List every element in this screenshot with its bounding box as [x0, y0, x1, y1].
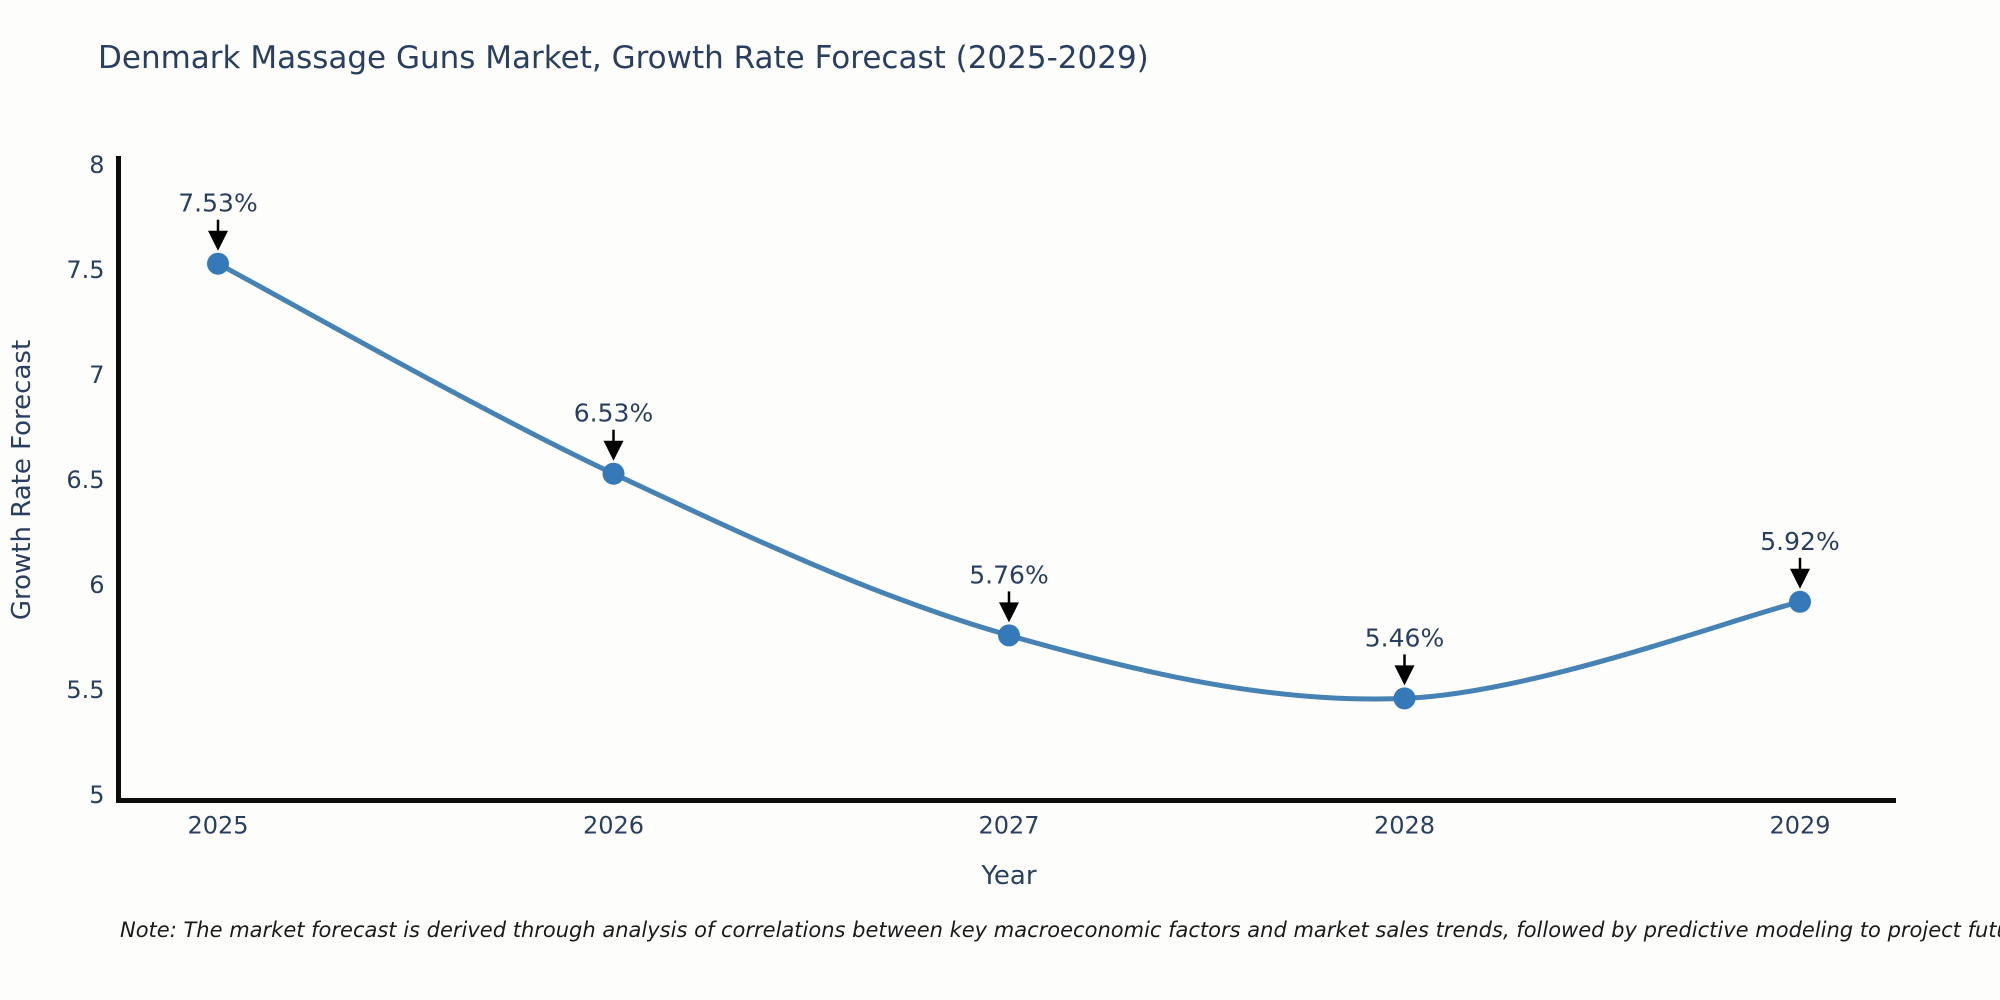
y-tick-label: 8	[89, 151, 104, 179]
y-tick-label: 5	[89, 781, 104, 809]
y-tick-label: 5.5	[66, 676, 104, 704]
annotation-label: 7.53%	[178, 189, 257, 218]
footnote: Note: The market forecast is derived thr…	[120, 918, 2000, 942]
chart-title: Denmark Massage Guns Market, Growth Rate…	[98, 40, 1149, 76]
y-tick-label: 6	[89, 571, 104, 599]
annotation-label: 5.92%	[1760, 527, 1839, 556]
x-tick-label: 2029	[1769, 812, 1830, 840]
data-point-marker	[207, 252, 229, 275]
data-point-marker	[1393, 687, 1416, 710]
annotation-label: 5.46%	[1365, 623, 1444, 652]
annotation-label: 6.53%	[574, 399, 653, 428]
annotation-arrowhead	[999, 602, 1019, 623]
x-axis-title: Year	[980, 861, 1036, 891]
annotation-arrowhead	[1790, 568, 1810, 589]
y-tick-label: 7	[89, 361, 104, 389]
x-tick-label: 2028	[1374, 812, 1435, 840]
x-tick-label: 2025	[187, 812, 248, 840]
x-tick-label: 2026	[583, 812, 644, 840]
y-tick-label: 6.5	[66, 466, 104, 494]
data-point-marker	[602, 462, 625, 485]
annotation-label: 5.76%	[969, 560, 1048, 589]
annotation-arrowhead	[603, 440, 624, 461]
annotation-arrowhead	[208, 230, 228, 251]
annotation-arrowhead	[1394, 665, 1415, 686]
x-tick-label: 2027	[978, 812, 1039, 840]
data-point-marker	[1789, 590, 1811, 613]
y-axis-title: Growth Rate Forecast	[7, 340, 37, 620]
data-point-marker	[998, 624, 1020, 647]
y-tick-label: 7.5	[66, 256, 104, 284]
